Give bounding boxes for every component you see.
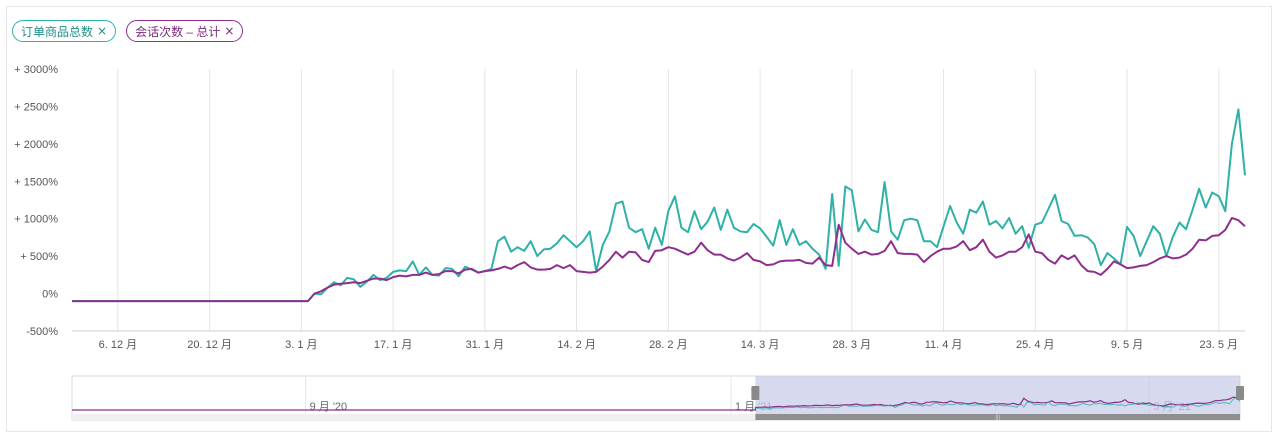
series-line-sessions <box>72 217 1246 303</box>
y-tick-label: + 3000% <box>14 64 58 76</box>
scrollbar-grip: ||| <box>995 415 1000 421</box>
x-tick-label: 23. 5 月 <box>1200 339 1239 351</box>
legend-label-orders: 订单商品总数 <box>21 24 94 39</box>
scrollbar-thumb[interactable] <box>755 414 1240 420</box>
legend-chip-sessions[interactable]: 会话次数 – 总计 × <box>126 20 244 42</box>
y-tick-label: -500% <box>26 326 58 338</box>
x-tick-label: 14. 2 月 <box>557 339 596 351</box>
navigator-handle-left[interactable] <box>751 386 760 400</box>
x-tick-label: 14. 3 月 <box>741 339 780 351</box>
y-tick-label: + 1500% <box>14 176 58 188</box>
x-tick-label: 17. 1 月 <box>374 339 413 351</box>
scrollbar-track <box>72 414 1240 420</box>
y-tick-label: + 2000% <box>14 139 58 151</box>
y-tick-label: 0% <box>42 289 58 301</box>
close-icon[interactable]: × <box>224 24 235 38</box>
y-tick-label: + 500% <box>20 251 58 263</box>
x-tick-label: 6. 12 月 <box>99 339 138 351</box>
x-tick-label: 9. 5 月 <box>1111 339 1143 351</box>
close-icon[interactable]: × <box>97 24 108 38</box>
x-tick-label: 3. 1 月 <box>285 339 317 351</box>
x-tick-label: 25. 4 月 <box>1016 339 1055 351</box>
series-line-orders <box>72 108 1246 303</box>
navigator-handle-right[interactable] <box>1236 386 1244 400</box>
legend-chip-orders[interactable]: 订单商品总数 × <box>12 20 117 42</box>
navigator-selection <box>755 376 1240 414</box>
x-tick-label: 11. 4 月 <box>925 339 963 351</box>
y-tick-label: + 2500% <box>14 101 58 113</box>
y-tick-label: + 1000% <box>14 214 58 226</box>
x-tick-label: 28. 2 月 <box>649 339 688 351</box>
x-tick-label: 20. 12 月 <box>187 339 232 351</box>
legend: 订单商品总数 × 会话次数 – 总计 × <box>12 20 244 42</box>
navigator-label: 9 月 '20 <box>310 401 348 413</box>
navigator-series-orders <box>755 396 1241 409</box>
legend-label-sessions: 会话次数 – 总计 <box>135 24 221 39</box>
x-tick-label: 31. 1 月 <box>466 339 505 351</box>
chart-frame <box>6 6 1272 432</box>
x-tick-label: 28. 3 月 <box>833 339 872 351</box>
